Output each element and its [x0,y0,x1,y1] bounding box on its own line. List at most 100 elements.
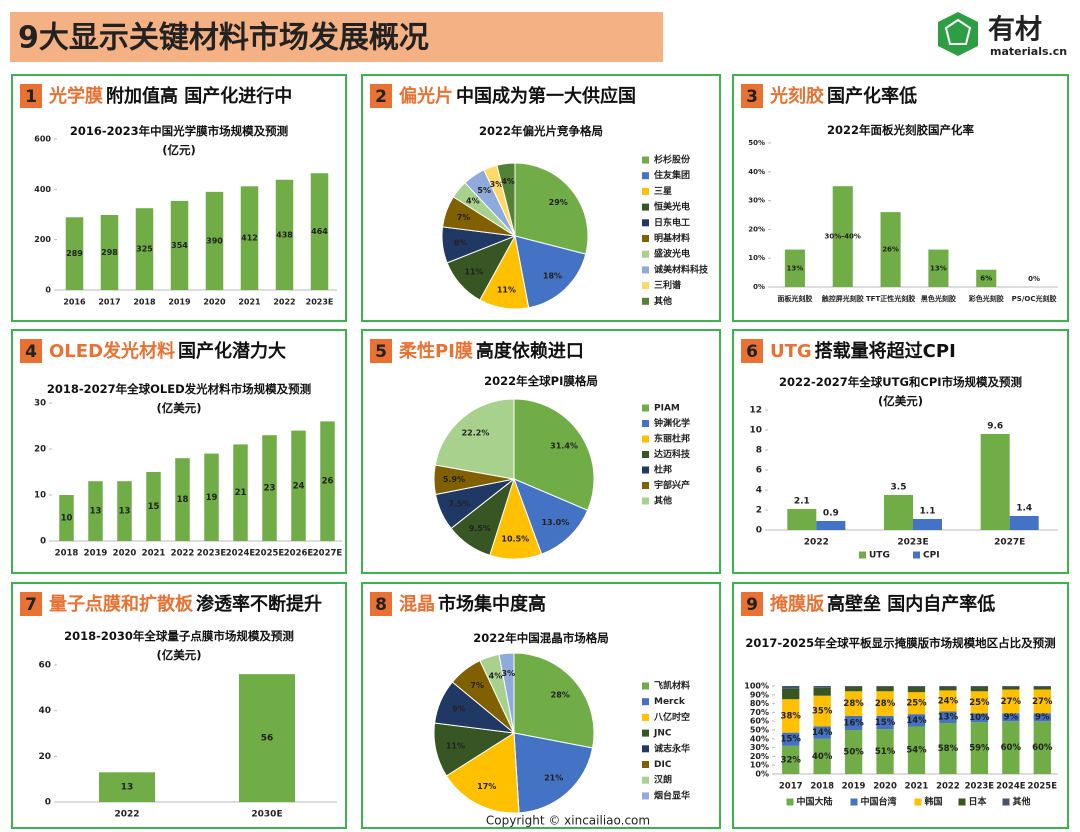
legend-label: 明基材料 [654,232,690,244]
data-label: 4% [466,197,480,206]
bar-segment [782,688,800,700]
bar-segment [844,730,863,774]
chart-subtitle: (亿元) [162,143,196,157]
x-tick-label: 2022 [273,298,295,307]
panel-number: 5 [375,342,387,362]
x-tick-label: 触控屏光刻胶 [821,294,864,303]
legend-label: 日东电工 [654,216,690,228]
data-label: 11% [446,742,465,751]
bar [320,421,335,541]
data-label: 60% [1001,743,1022,753]
bar-segment [1002,721,1020,774]
chart-title: 2022年偏光片竞争格局 [478,124,603,138]
bar [291,430,306,541]
x-tick-label: 2019 [84,549,108,559]
data-label: 11% [497,286,516,295]
chart-title-box: 2022年面板光刻胶国产化率 [826,123,974,137]
bar-segment [939,686,957,691]
legend-label: UTG [869,551,890,561]
data-label: 31.4% [550,441,578,450]
x-tick-label: 2020 [113,549,137,559]
bar-segment [1033,721,1051,774]
chart-title-box: 2022年中国混晶市场格局 [473,631,609,645]
y-tick-label: 40 [38,706,51,716]
chart-title: 2016-2023年中国光学膜市场规模及预测 [69,124,289,138]
bar-segment [939,690,957,712]
logo: 有材 materials.cn [938,12,1067,58]
data-label: 325 [136,245,153,254]
x-tick-label: 2022 [171,549,195,559]
data-label: 16% [843,718,864,728]
legend-swatch [642,451,649,458]
legend-label: 钟渊化学 [654,417,690,429]
legend-swatch [642,266,649,274]
legend-label: 韩国 [925,796,943,808]
data-label: 21 [235,488,247,498]
data-label: 30%-40% [825,233,861,241]
bar-segment [970,713,989,723]
data-label: 14% [906,716,927,726]
y-tick-label: 20 [38,752,51,762]
bar-segment [844,686,863,687]
chart-title-block: 2018-2027年全球OLED发光材料市场规模及预测 (亿美元) [22,380,336,418]
y-tick-label: 10 [749,426,762,436]
pie-slice [513,478,589,555]
x-tick-label: 2019 [842,782,866,792]
bar-segment [876,686,894,692]
x-tick-label: TFT正性光刻胶 [866,294,915,303]
x-tick-label: 彩色光刻胶 [968,294,1004,303]
bar-segment [1002,689,1020,714]
x-tick-label: 2024E [996,782,1026,792]
chart-subtitle: (亿美元) [156,401,202,415]
data-label: 289 [66,249,83,258]
page-title: 9大显示关键材料市场发展概况 [18,21,429,56]
panel-number-box [741,84,763,108]
bar-segment [1033,686,1051,687]
legend-swatch [642,776,649,784]
data-label: 464 [311,227,328,236]
data-label: 18% [543,271,562,280]
chart-title: 2022年面板光刻胶国产化率 [826,123,974,137]
panel-heading-rest: 国产化潜力大 [178,340,286,362]
legend-label: 诚美材料科技 [654,263,709,275]
legend-swatch [850,798,858,806]
data-label: 10% [969,713,990,723]
panel: 4 OLED发光材料 国产化潜力大 2018-2027年全球OLED发光材料市场规模及… [11,329,347,574]
panel-heading-highlight: 量子点膜和扩散板 [49,593,194,615]
panel-heading-rest: 中国成为第一大供应国 [456,85,636,107]
data-label: 28% [875,699,896,709]
bar [980,434,1010,530]
bar-segment [907,714,926,727]
data-label: 15% [875,718,896,728]
x-tick-label: 2022 [804,538,829,548]
x-tick-label: 2021 [142,549,166,559]
data-label: 28% [551,690,570,699]
legend-label: 杉杉股份 [654,154,691,166]
chart-title-box: 2022-2027年全球UTG和CPI市场规模及预测 (亿美元) [779,375,1022,408]
data-label: 4% [489,671,503,680]
legend-label: 中国台湾 [861,796,897,808]
data-label: 38% [781,711,802,721]
y-tick-label: 30 [34,399,46,409]
x-tick-label: 2026E [284,549,314,559]
chart-subtitle: (亿美元) [877,394,923,408]
panel-heading-highlight: 光刻胶 [769,85,824,107]
legend-swatch [642,250,649,258]
data-label: 50% [843,748,864,758]
data-label: 3.5 [891,483,907,493]
bar-segment [907,686,926,693]
data-label: 23 [264,484,276,494]
legend-swatch [642,297,649,305]
bar-segment [939,686,957,687]
data-label: 9% [1004,713,1019,723]
chart-title-box: 2018-2027年全球OLED发光材料市场规模及预测 (亿美元) [22,380,336,418]
legend-label: 烟台显华 [654,789,690,801]
x-tick-label: 2021 [238,298,261,307]
pie-slice [514,162,589,255]
data-label: 13% [938,713,959,723]
legend-swatch [642,435,649,443]
chart-title: 2022年全球PI膜格局 [484,374,598,388]
legend-label: 三星 [654,186,672,197]
bar [275,179,294,290]
y-tick-label: 200 [34,235,51,244]
